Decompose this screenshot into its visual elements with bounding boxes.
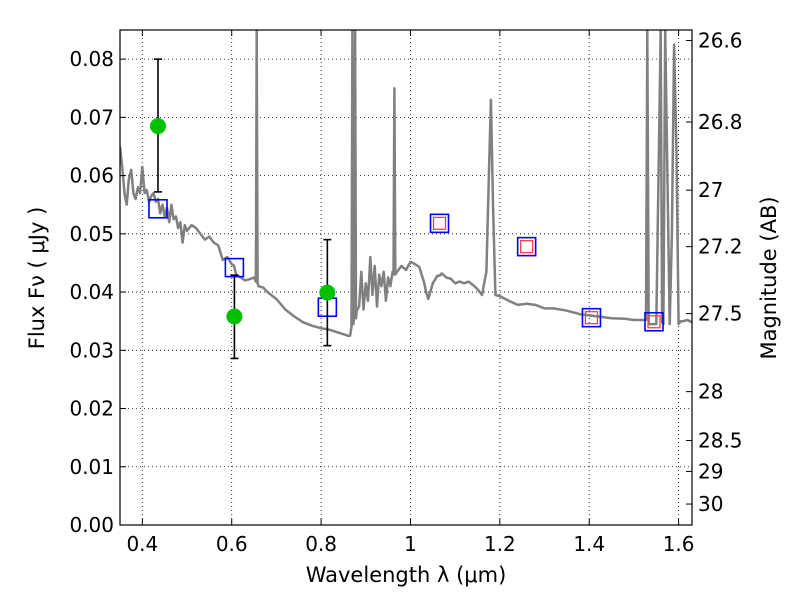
grid-lines [120,30,692,526]
y-tick-label: 0.07 [69,105,114,129]
y-axis-label: Flux Fν ( μJy ) [25,207,49,350]
y-tick-label: 0.02 [69,397,114,421]
x-tick-label: 0.8 [305,532,337,556]
right-tick-label: 28.5 [698,429,743,453]
right-tick-label: 26.6 [698,28,743,52]
right-axis-label: Magnitude (AB) [757,196,781,359]
model-flux-square [644,311,664,332]
model-flux-square [429,213,450,234]
y-tick-label: 0.06 [69,164,114,188]
y-tick-label: 0.04 [69,280,114,304]
x-tick-label: 1.4 [573,532,605,556]
right-tick-label: 26.8 [698,110,743,134]
y-tick-label: 0.00 [69,513,114,537]
model-flux-inner-square [520,239,534,254]
right-tick-label: 28 [698,380,723,404]
right-tick-label: 27 [698,178,723,202]
model-spectrum-line [120,30,692,337]
right-tick-label: 29 [698,459,723,483]
x-tick-label: 1.6 [663,532,695,556]
y-tick-label: 0.03 [69,338,114,362]
right-tick-label: 27.2 [698,235,743,259]
observed-flux-point [226,308,243,325]
model-flux-square [516,236,537,257]
x-tick-label: 1.2 [484,532,516,556]
x-tick-label: 0.4 [126,532,158,556]
model-flux-inner-square [647,315,661,329]
observed-flux-point [319,284,336,301]
plot-frame [119,29,693,526]
axis-ticks: 0.4 0.6 0.8 1 1.2 1.4 1.6 0.00 0.01 0.02 0.03 0.04 0… [69,28,742,556]
model-flux-inner-square [432,216,447,230]
x-tick-label: 0.6 [216,532,248,556]
right-tick-label: 27.5 [698,302,743,326]
y-tick-label: 0.08 [69,47,114,71]
model-flux-inner-square [584,311,599,325]
model-flux-square [581,307,602,328]
y-tick-label: 0.05 [69,222,114,246]
plot-area [120,30,692,360]
observed-flux-point [149,118,166,135]
x-tick-label: 1 [404,532,417,556]
right-tick-label: 30 [698,492,723,516]
y-tick-label: 0.01 [69,455,114,479]
x-axis-label: Wavelength λ (μm) [306,563,507,587]
model-flux-square [148,198,168,219]
